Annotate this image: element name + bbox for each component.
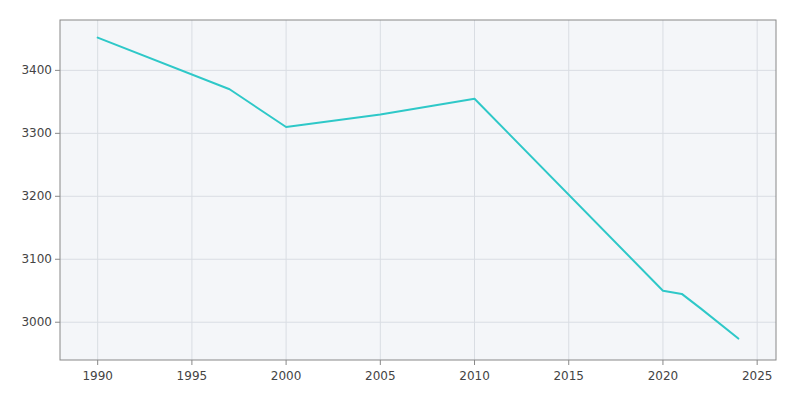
x-grid-line bbox=[380, 20, 381, 360]
y-tick-label: 3400 bbox=[21, 63, 52, 77]
x-grid-line bbox=[286, 20, 287, 360]
x-grid-line bbox=[662, 20, 663, 360]
x-grid-line bbox=[191, 20, 192, 360]
y-tick-label: 3000 bbox=[21, 315, 52, 329]
x-tick bbox=[474, 360, 475, 365]
x-tick bbox=[380, 360, 381, 365]
x-tick bbox=[568, 360, 569, 365]
x-grid-line bbox=[97, 20, 98, 360]
data-line bbox=[98, 38, 739, 339]
y-tick bbox=[55, 322, 60, 323]
x-grid-line bbox=[474, 20, 475, 360]
plot-frame bbox=[60, 20, 776, 360]
x-grid-line bbox=[757, 20, 758, 360]
y-grid-line bbox=[60, 322, 776, 323]
x-tick-label: 2020 bbox=[648, 369, 679, 383]
x-tick-label: 2010 bbox=[459, 369, 490, 383]
x-tick-label: 2015 bbox=[553, 369, 584, 383]
x-tick-label: 2000 bbox=[271, 369, 302, 383]
y-tick bbox=[55, 133, 60, 134]
plot-background bbox=[60, 20, 776, 360]
chart-svg: 3000 3100 3200 3300 3400 1990 1995 2000 2005 2010… bbox=[0, 0, 800, 400]
y-grid-line bbox=[60, 259, 776, 260]
y-tick-label: 3300 bbox=[21, 126, 52, 140]
y-tick-label: 3100 bbox=[21, 252, 52, 266]
x-tick-label: 2005 bbox=[365, 369, 396, 383]
x-tick bbox=[191, 360, 192, 365]
y-tick-label: 3200 bbox=[21, 189, 52, 203]
y-tick bbox=[55, 196, 60, 197]
x-tick-label: 1990 bbox=[82, 369, 113, 383]
x-tick bbox=[97, 360, 98, 365]
x-tick bbox=[662, 360, 663, 365]
marks bbox=[98, 38, 739, 339]
grid bbox=[60, 20, 776, 360]
x-tick bbox=[286, 360, 287, 365]
chart-container: 3000 3100 3200 3300 3400 1990 1995 2000 2005 2010… bbox=[0, 0, 800, 400]
y-grid-line bbox=[60, 196, 776, 197]
y-grid-line bbox=[60, 70, 776, 71]
x-tick bbox=[757, 360, 758, 365]
x-grid-line bbox=[568, 20, 569, 360]
y-tick bbox=[55, 70, 60, 71]
y-grid-line bbox=[60, 133, 776, 134]
x-tick-label: 1995 bbox=[177, 369, 208, 383]
y-tick bbox=[55, 259, 60, 260]
x-tick-label: 2025 bbox=[742, 369, 773, 383]
